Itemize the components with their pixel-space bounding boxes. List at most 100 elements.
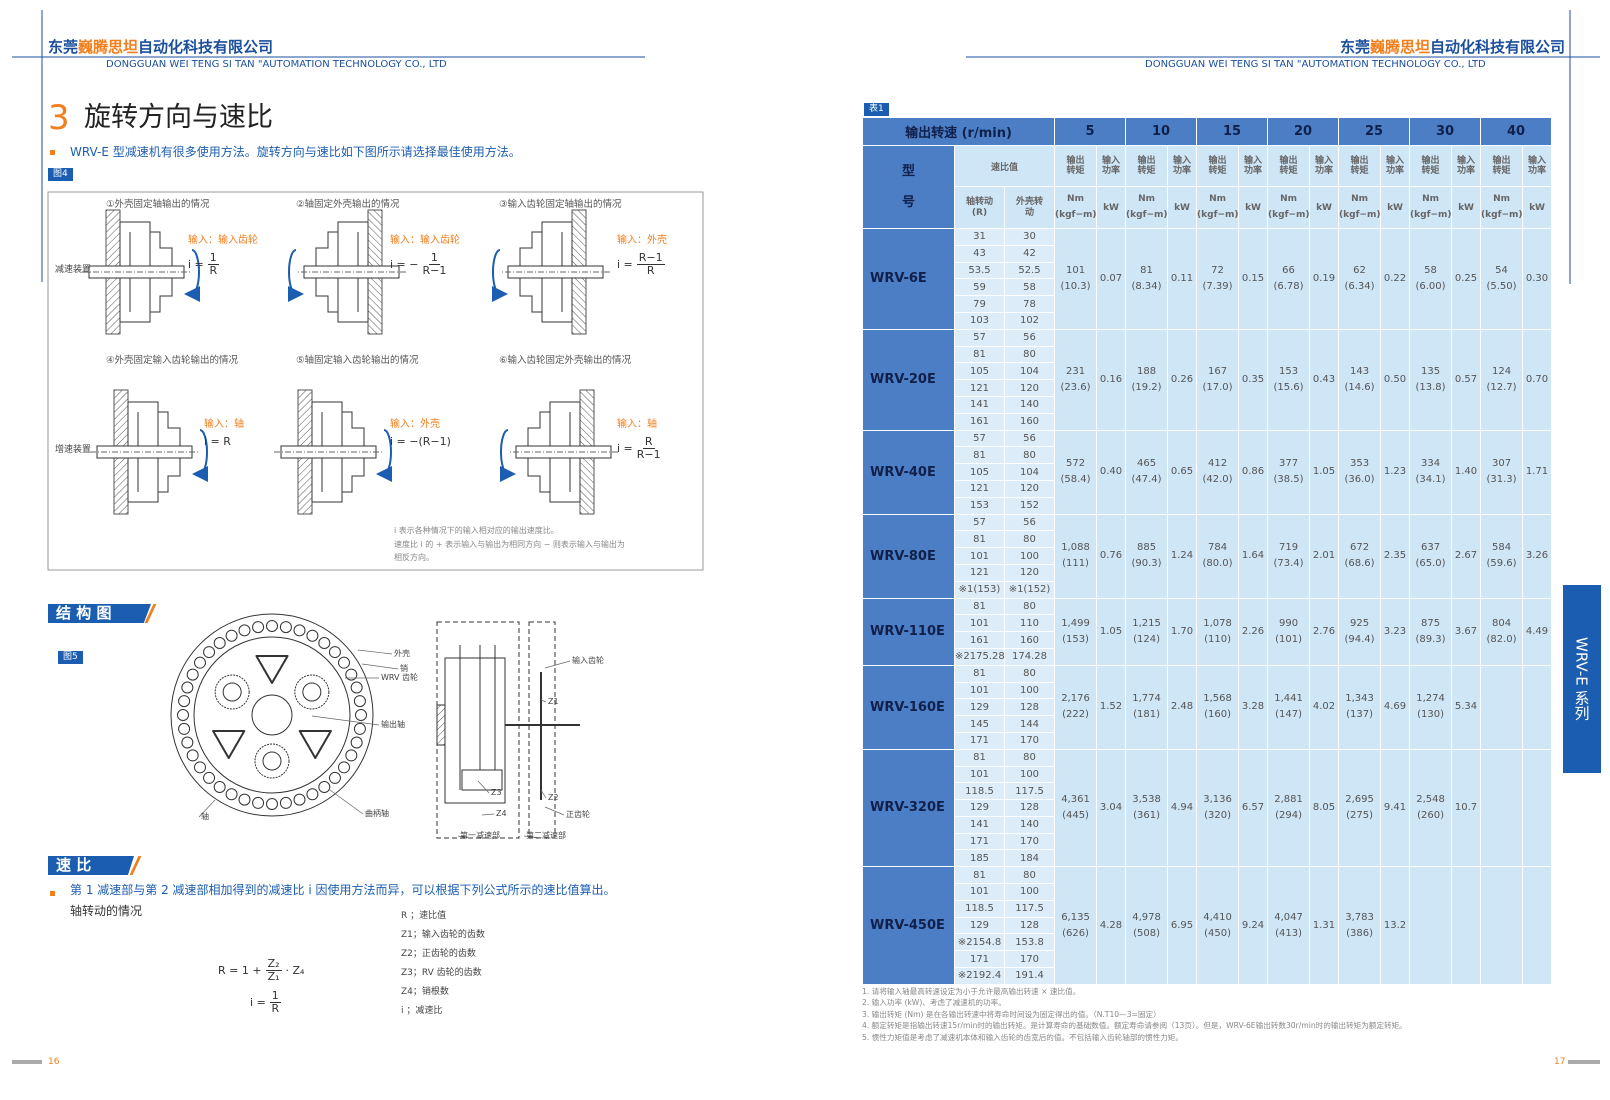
- data-row: WRV-20E 57 56 231 (23.6) 0.16 188 (19.2) 0.26 167…: [862, 328, 1553, 431]
- torque-nm: 804: [1491, 617, 1512, 629]
- web-hole: [212, 730, 246, 759]
- ratio-cell: 140: [1003, 395, 1056, 414]
- header-cell: 输入功率: [1096, 145, 1127, 187]
- denominator: R−1: [422, 264, 447, 278]
- data-row: 129 128: [863, 698, 1552, 717]
- ratio-cell: 110: [1003, 614, 1056, 633]
- company-name: 东莞巍腾思坦自动化科技有限公司: [48, 40, 273, 55]
- leader-line: [329, 789, 364, 815]
- bullet: [50, 150, 55, 155]
- torque-nm: 719: [1278, 542, 1299, 554]
- mechanism: [287, 209, 406, 335]
- torque-kgf: (82.0): [1486, 633, 1517, 645]
- header-cell: Nm (kgf−m): [1125, 186, 1169, 229]
- formula-lhs: R = 1 +: [218, 964, 262, 978]
- power-cell: 4.94: [1167, 748, 1198, 868]
- ratio-cell: 79: [954, 295, 1005, 313]
- data-row: 103 102: [863, 311, 1552, 330]
- torque-nm: 2,881: [1274, 793, 1303, 805]
- data-row: 118.5 117.5: [863, 899, 1552, 918]
- pin: [238, 624, 251, 637]
- pin: [318, 781, 331, 794]
- legend-item: Z2；正齿轮的齿数: [401, 949, 476, 959]
- leader-line: [457, 835, 471, 839]
- torque-cell: 885 (90.3): [1125, 513, 1169, 599]
- speed-header: 10: [1125, 117, 1198, 146]
- power-cell: 1.70: [1167, 597, 1198, 666]
- torque-cell: 2,881 (294): [1267, 748, 1311, 868]
- ratio-cell: 100: [1003, 765, 1056, 784]
- formula: i = −1 R−1: [390, 251, 447, 278]
- header-cell: 输入功率: [1451, 145, 1482, 187]
- ratio-cell: 100: [1003, 681, 1056, 700]
- data-row: 121 120: [863, 379, 1552, 397]
- formula: i = R: [204, 436, 231, 447]
- torque-cell: 124 (12.7): [1480, 328, 1524, 431]
- mechanism: [274, 389, 393, 515]
- header-cell: Nm (kgf−m): [1054, 186, 1098, 229]
- power-cell: 1.05: [1309, 429, 1340, 515]
- leader-line: [544, 806, 565, 816]
- ratio-cell: 57: [954, 429, 1005, 448]
- speed-header: 25: [1338, 117, 1411, 146]
- mechanism: [90, 389, 209, 515]
- ratio-cell: 129: [954, 698, 1005, 717]
- data-row: 171 170: [863, 731, 1552, 750]
- power-cell: 8.05: [1309, 748, 1340, 868]
- ratio-cell: 57: [954, 513, 1005, 532]
- pin: [178, 722, 191, 735]
- ratio-cell: 120: [1003, 479, 1056, 498]
- torque-cell: 353 (36.0): [1338, 429, 1382, 515]
- torque-kgf: (10.3): [1060, 280, 1091, 292]
- torque-cell: 307 (31.3): [1480, 429, 1524, 515]
- data-row: 101 100: [863, 681, 1552, 700]
- power-cell: [1522, 866, 1553, 985]
- torque-nm: 143: [1349, 365, 1370, 377]
- note: 速度比 i 的 + 表示输入与输出为相同方向 − 则表示输入与输出为: [394, 540, 625, 549]
- ratio-cell: 81: [954, 345, 1005, 364]
- ratio-cell: 117.5: [1003, 899, 1056, 918]
- torque-kgf: (153): [1062, 633, 1089, 645]
- power-cell: 2.01: [1309, 513, 1340, 599]
- header-cell: kW: [1238, 186, 1269, 229]
- denominator: Z₁: [267, 970, 280, 984]
- numerator: 1: [269, 989, 281, 1004]
- header-row: 轴转动 (R) 外壳转动 Nm (kgf−m) kW Nm (kgf−m) kW Nm (kgf−…: [863, 186, 1553, 229]
- torque-nm: 101: [1065, 264, 1086, 276]
- torque-label: 输出转矩: [1350, 155, 1369, 176]
- ratio-cell: 56: [1003, 328, 1056, 347]
- power-cell: 0.35: [1238, 328, 1269, 431]
- speed-header: 5: [1054, 117, 1127, 146]
- torque-cell: 167 (17.0): [1196, 328, 1240, 431]
- denominator: R: [209, 264, 218, 278]
- torque-nm: 72: [1211, 264, 1224, 276]
- power-cell: 0.50: [1380, 328, 1411, 431]
- unit: Nm: [1138, 194, 1155, 205]
- torque-nm: 990: [1278, 617, 1299, 629]
- data-row: 101 100: [863, 765, 1552, 784]
- leader-line: [544, 660, 571, 669]
- header-cell: 输入功率: [1380, 145, 1411, 187]
- torque-cell: 4,978 (508): [1125, 866, 1169, 985]
- torque-cell: 4,047 (413): [1267, 866, 1311, 985]
- torque-kgf: (450): [1204, 927, 1231, 939]
- ratio-cell: 118.5: [954, 782, 1005, 801]
- data-row: 121 120: [863, 479, 1552, 498]
- torque-kgf: (508): [1133, 927, 1160, 939]
- pin: [252, 796, 265, 809]
- legend-item: i ；减速比: [401, 1006, 443, 1016]
- torque-nm: 465: [1136, 458, 1157, 470]
- torque-nm: 6,135: [1061, 911, 1090, 923]
- ratio-cell: 185: [954, 849, 1005, 868]
- power-cell: 0.76: [1096, 513, 1127, 599]
- speed-header: 30: [1409, 117, 1482, 146]
- pin: [353, 722, 366, 735]
- ratio-cell: 102: [1003, 311, 1056, 330]
- pin: [181, 736, 194, 749]
- torque-cell: 572 (58.4): [1054, 429, 1098, 515]
- ratio-cell: 80: [1003, 748, 1056, 767]
- header-cell: Nm (kgf−m): [1480, 186, 1524, 229]
- torque-cell: 66 (6.78): [1267, 228, 1311, 330]
- company-name-en: DONGGUAN WEI TENG SI TAN "AUTOMATION TEC…: [106, 59, 447, 70]
- torque-nm: 1,568: [1203, 693, 1232, 705]
